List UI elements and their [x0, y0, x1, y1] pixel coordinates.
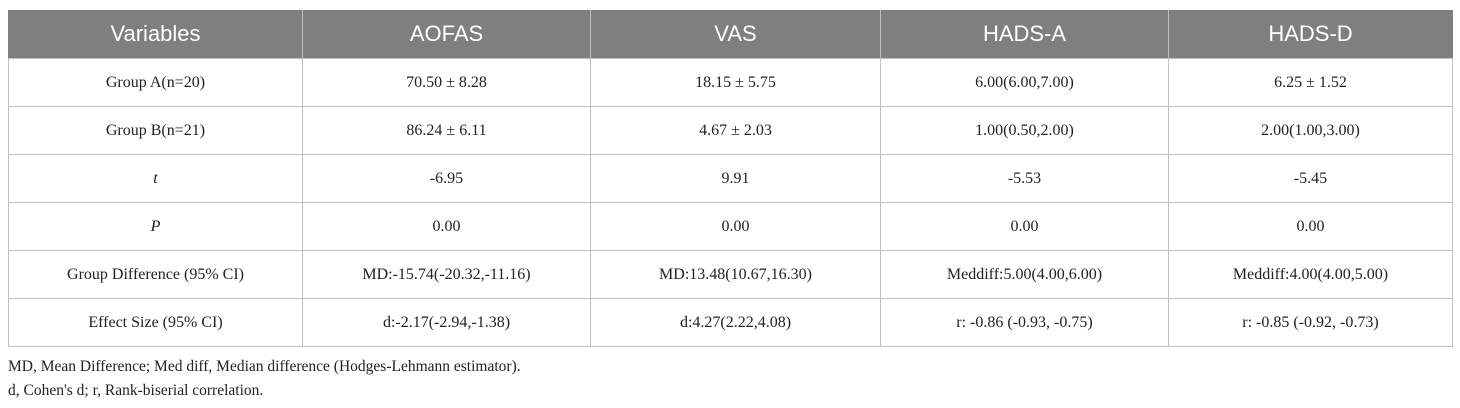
row-label: Group B(n=21): [8, 106, 303, 155]
table-cell: MD:-15.74(-20.32,-11.16): [302, 250, 591, 299]
table-cell: MD:13.48(10.67,16.30): [590, 250, 881, 299]
table-cell: -5.53: [880, 154, 1169, 203]
table-cell: 86.24 ± 6.11: [302, 106, 591, 155]
results-table: Variables AOFAS VAS HADS-A HADS-D Group A(n=…: [8, 10, 1453, 347]
table-cell: d:-2.17(-2.94,-1.38): [302, 298, 591, 347]
header-row: Variables AOFAS VAS HADS-A HADS-D: [8, 10, 1453, 59]
table-cell: 0.00: [1168, 202, 1453, 251]
table-cell: 6.00(6.00,7.00): [880, 58, 1169, 107]
table-row: Group A(n=20) 70.50 ± 8.28 18.15 ± 5.75 6.0…: [8, 58, 1453, 107]
table-cell: -5.45: [1168, 154, 1453, 203]
table-cell: 0.00: [302, 202, 591, 251]
table-body: Group A(n=20) 70.50 ± 8.28 18.15 ± 5.75 6.0…: [8, 58, 1453, 347]
footnote: d, Cohen's d; r, Rank-biserial correlati…: [8, 382, 264, 399]
header-cell: VAS: [590, 10, 881, 59]
table-row: t -6.95 9.91 -5.53 -5.45: [8, 154, 1453, 203]
table-cell: 2.00(1.00,3.00): [1168, 106, 1453, 155]
table-row: Group B(n=21) 86.24 ± 6.11 4.67 ± 2.03 1.00…: [8, 106, 1453, 155]
row-label: P: [8, 202, 303, 251]
table-cell: 0.00: [590, 202, 881, 251]
table-row: P 0.00 0.00 0.00 0.00: [8, 202, 1453, 251]
table-cell: 6.25 ± 1.52: [1168, 58, 1453, 107]
header-cell: AOFAS: [302, 10, 591, 59]
table-cell: 1.00(0.50,2.00): [880, 106, 1169, 155]
row-label: Effect Size (95% CI): [8, 298, 303, 347]
table-cell: 18.15 ± 5.75: [590, 58, 881, 107]
row-label: Group A(n=20): [8, 58, 303, 107]
row-label: Group Difference (95% CI): [8, 250, 303, 299]
table-cell: d:4.27(2.22,4.08): [590, 298, 881, 347]
table-cell: 4.67 ± 2.03: [590, 106, 881, 155]
header-cell: HADS-D: [1168, 10, 1453, 59]
footnote: MD, Mean Difference; Med diff, Median di…: [8, 358, 521, 375]
table-cell: r: -0.86 (-0.93, -0.75): [880, 298, 1169, 347]
table-cell: -6.95: [302, 154, 591, 203]
header-cell: HADS-A: [880, 10, 1169, 59]
table-cell: 0.00: [880, 202, 1169, 251]
table-cell: 9.91: [590, 154, 881, 203]
table-cell: 70.50 ± 8.28: [302, 58, 591, 107]
table-cell: r: -0.85 (-0.92, -0.73): [1168, 298, 1453, 347]
table-row: Effect Size (95% CI) d:-2.17(-2.94,-1.38)…: [8, 298, 1453, 347]
table-row: Group Difference (95% CI) MD:-15.74(-20.3…: [8, 250, 1453, 299]
table-cell: Meddiff:4.00(4.00,5.00): [1168, 250, 1453, 299]
header-cell: Variables: [8, 10, 303, 59]
row-label: t: [8, 154, 303, 203]
table-cell: Meddiff:5.00(4.00,6.00): [880, 250, 1169, 299]
